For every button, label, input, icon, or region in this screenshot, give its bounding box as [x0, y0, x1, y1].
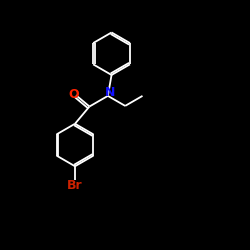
Text: O: O — [69, 88, 79, 101]
Text: Br: Br — [67, 179, 83, 192]
Text: N: N — [105, 86, 115, 100]
